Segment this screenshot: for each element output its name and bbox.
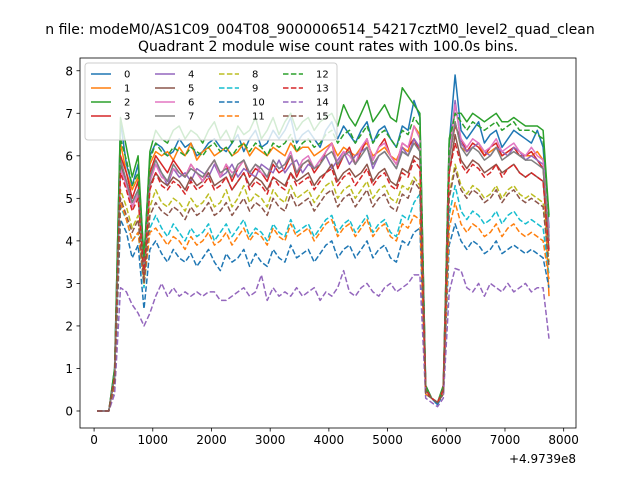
y-tick-label: 3 (65, 277, 73, 291)
legend-label: 3 (124, 112, 130, 123)
legend-label: 14 (316, 98, 329, 109)
series-line-15 (97, 167, 550, 412)
legend-label: 6 (188, 98, 194, 109)
legend-label: 1 (124, 84, 130, 95)
legend-label: 11 (252, 112, 265, 123)
plot-area: 0 1000 2000 3000 4000 5000 6000 7000 8000+4.9739… (65, 57, 579, 466)
series-line-14 (97, 267, 550, 412)
x-tick-label: 8000 (548, 433, 579, 447)
y-tick-label: 6 (65, 149, 73, 163)
series-line-6 (97, 104, 550, 412)
x-tick-label: 1000 (138, 433, 169, 447)
series-line-11 (97, 201, 550, 412)
x-tick-label: 7000 (490, 433, 521, 447)
x-offset-label: +4.9739e8 (509, 452, 576, 466)
legend-label: 10 (252, 98, 265, 109)
legend-label: 5 (188, 84, 194, 95)
y-tick-label: 7 (65, 107, 73, 121)
legend-label: 2 (124, 98, 130, 109)
legend-label: 8 (252, 70, 258, 81)
figure-suptitle: n file: modeM0/AS1C09_004T08_9000006514_… (45, 22, 594, 38)
axes-frame (79, 57, 577, 429)
series-line-7 (97, 121, 550, 412)
y-tick-label: 4 (65, 234, 73, 248)
x-tick-label: 6000 (431, 433, 462, 447)
legend-label: 15 (316, 112, 329, 123)
series-line-5 (97, 133, 550, 412)
y-tick-label: 5 (65, 192, 73, 206)
x-tick-label: 4000 (314, 433, 345, 447)
legend-label: 0 (124, 70, 130, 81)
x-tick-label: 2000 (196, 433, 227, 447)
x-tick-label: 0 (90, 433, 98, 447)
y-tick-label: 2 (65, 319, 73, 333)
y-tick-label: 1 (65, 362, 73, 376)
legend-frame (84, 62, 338, 141)
x-tick-label: 3000 (255, 433, 286, 447)
chart-title: Quadrant 2 module wise count rates with … (138, 39, 518, 55)
legend-label: 4 (188, 70, 194, 81)
y-tick-label: 0 (65, 404, 73, 418)
legend-label: 13 (316, 84, 329, 95)
series-line-8 (97, 163, 550, 412)
series-line-9 (97, 184, 550, 412)
legend-label: 7 (188, 112, 194, 123)
legend-label: 9 (252, 84, 258, 95)
series-line-10 (97, 218, 550, 412)
x-tick-label: 5000 (372, 433, 403, 447)
y-tick-label: 8 (65, 64, 73, 78)
legend-label: 12 (316, 70, 329, 81)
